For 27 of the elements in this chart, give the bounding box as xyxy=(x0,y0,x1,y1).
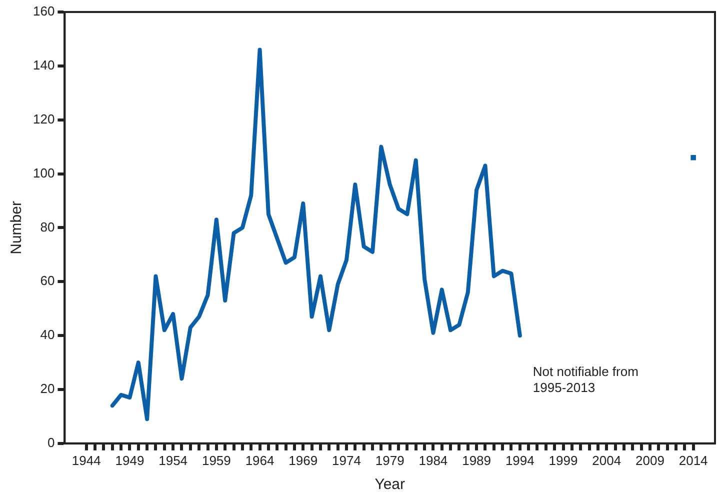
x-tick-label: 1999 xyxy=(548,452,578,468)
x-tick-label: 1979 xyxy=(375,452,404,468)
x-tick-label: 2004 xyxy=(592,452,622,468)
x-tick-label: 1989 xyxy=(462,452,492,468)
y-tick-label: 20 xyxy=(40,381,55,396)
x-tick-label: 1964 xyxy=(245,452,274,468)
x-axis-title: Year xyxy=(374,476,405,494)
x-tick-label: 1949 xyxy=(115,452,144,468)
y-tick-label: 160 xyxy=(32,4,55,19)
y-tick-label: 0 xyxy=(47,434,55,450)
x-tick-label: 1974 xyxy=(332,452,361,468)
x-tick-label: 1969 xyxy=(288,452,318,468)
y-tick-label: 140 xyxy=(32,58,55,73)
x-tick-label: 2009 xyxy=(636,452,664,468)
x-tick-label: 1994 xyxy=(505,452,534,468)
annotation: Not notifiable from 1995-2013 xyxy=(532,364,638,395)
y-tick-label: 40 xyxy=(40,327,55,342)
x-tick-label: 1959 xyxy=(202,452,231,468)
x-tick-label: 1954 xyxy=(158,452,188,468)
y-tick-label: 120 xyxy=(32,111,55,126)
y-tick-label: 80 xyxy=(40,219,55,234)
x-tick-label: 1984 xyxy=(418,452,448,468)
y-tick-label: 100 xyxy=(32,165,55,180)
y-tick-label: 60 xyxy=(40,273,55,288)
y-axis-title: Number xyxy=(8,201,26,254)
x-tick-label: 2014 xyxy=(678,452,708,468)
x-tick-label: 1944 xyxy=(72,452,101,468)
